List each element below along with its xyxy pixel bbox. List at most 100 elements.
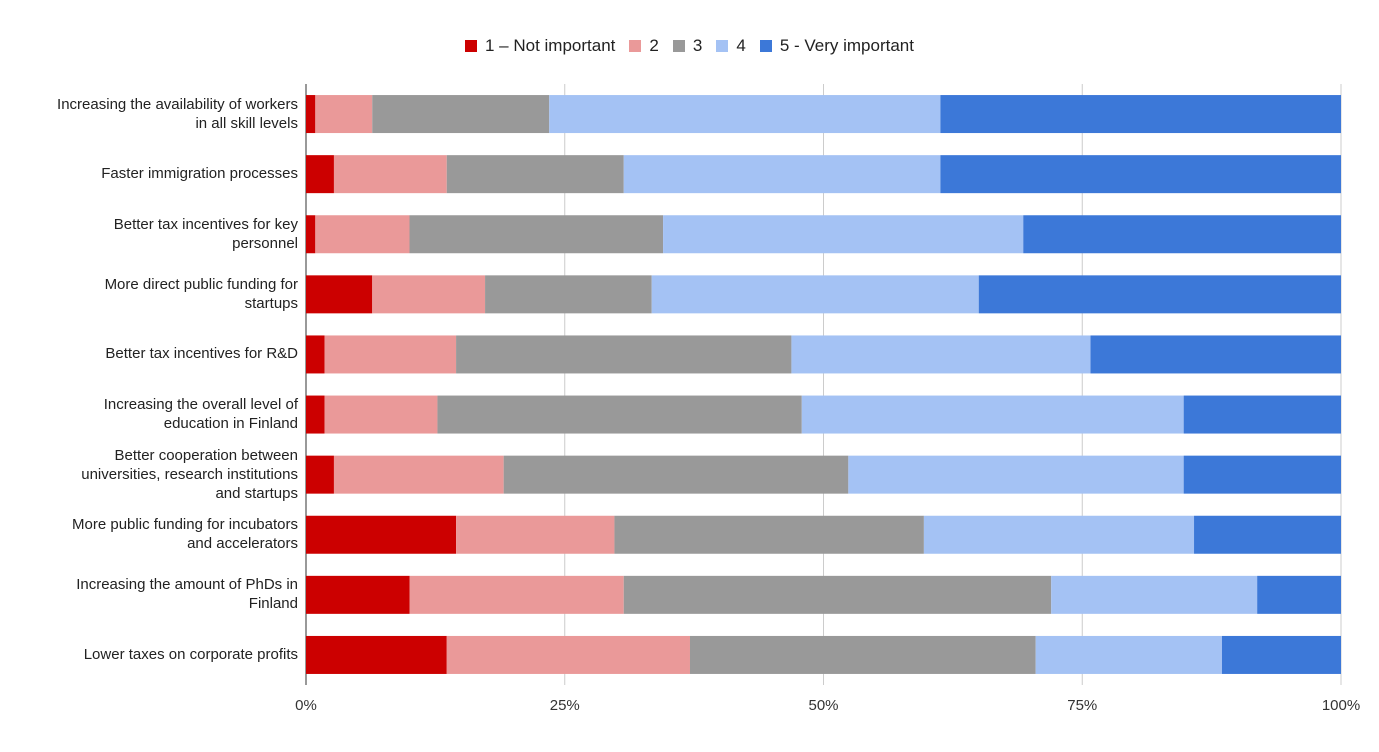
bar-segment — [1183, 455, 1341, 494]
chart-legend: 1 – Not important 2 3 4 5 - Very important — [0, 36, 1379, 56]
bar-segment — [324, 335, 457, 374]
category-label-line: universities, research institutions — [81, 465, 298, 483]
bar-segment — [372, 95, 550, 134]
bar-segment — [923, 515, 1195, 554]
bar-segment — [1023, 215, 1341, 254]
bar-segment — [456, 335, 792, 374]
category-label-line: More public funding for incubators — [72, 516, 298, 534]
bar-segment — [315, 215, 410, 254]
bar-segment — [689, 635, 1036, 674]
bar-segment — [651, 275, 979, 314]
bar-segment — [623, 575, 1052, 614]
category-label: Better tax incentives for R&D — [8, 344, 298, 363]
legend-item: 4 — [716, 36, 746, 56]
bar-segment — [1035, 635, 1222, 674]
category-label-line: and startups — [215, 484, 298, 502]
bar-segment — [372, 275, 486, 314]
bar-segment — [446, 635, 690, 674]
bar-segment — [306, 575, 410, 614]
category-label: Faster immigration processes — [8, 164, 298, 183]
legend-swatch — [759, 40, 772, 52]
bar-segment — [549, 95, 941, 134]
bar-segment — [306, 275, 373, 314]
legend-item: 1 – Not important — [465, 36, 615, 56]
bar-segment — [1090, 335, 1341, 374]
bar-segment — [791, 335, 1091, 374]
bar-segment — [333, 455, 504, 494]
x-tick-label: 75% — [1067, 697, 1098, 714]
bar-segment — [446, 155, 624, 194]
bar-segment — [306, 95, 316, 134]
bar-segment — [1257, 575, 1341, 614]
legend-label: 3 — [692, 36, 703, 55]
bar-segment — [940, 95, 1341, 134]
bar-segment — [437, 395, 802, 434]
category-label-line: Increasing the amount of PhDs in — [76, 576, 298, 594]
bar-segment — [306, 215, 316, 254]
legend-swatch — [629, 40, 642, 52]
legend-item: 3 — [672, 36, 703, 56]
category-label: Increasing the amount of PhDs in Finland — [8, 575, 298, 613]
bar-segment — [623, 155, 941, 194]
bar-segment — [1221, 635, 1341, 674]
bar-segment — [409, 575, 624, 614]
bar-segment — [409, 215, 664, 254]
x-tick-label: 50% — [808, 697, 839, 714]
category-label-line: Better cooperation between — [114, 446, 298, 464]
category-label-line: startups — [244, 294, 298, 312]
category-label-line: Better tax incentives for R&D — [105, 345, 298, 363]
legend-item: 2 — [629, 36, 659, 56]
category-label-line: Increasing the availability of workers — [57, 95, 298, 113]
bar-segment — [456, 515, 615, 554]
bar-segment — [663, 215, 1024, 254]
category-label: Increasing the availability of workers in… — [8, 95, 298, 133]
legend-label: 1 – Not important — [485, 36, 616, 55]
category-label-line: Lower taxes on corporate profits — [83, 645, 298, 663]
category-label: Increasing the overall level of education… — [8, 395, 298, 433]
x-tick-label: 25% — [549, 697, 580, 714]
x-tick-label: 100% — [1321, 697, 1361, 714]
bar-segment — [940, 155, 1341, 194]
bar-segment — [485, 275, 652, 314]
bar-segment — [324, 395, 438, 434]
category-label: Better tax incentives for key personnel — [8, 215, 298, 253]
bar-segment — [614, 515, 924, 554]
bar-segment — [1183, 395, 1341, 434]
legend-label: 2 — [649, 36, 659, 55]
bar-segment — [315, 95, 373, 134]
category-label: More direct public funding for startups — [8, 275, 298, 313]
bar-segment — [333, 155, 447, 194]
x-tick-label: 0% — [295, 697, 317, 714]
category-label-line: Faster immigration processes — [101, 165, 298, 183]
category-label-line: personnel — [232, 234, 298, 252]
bar-segment — [306, 455, 334, 494]
bar-segment — [801, 395, 1184, 434]
bar-segment — [306, 155, 334, 194]
bar-segment — [306, 515, 457, 554]
category-label-line: Better tax incentives for key — [113, 215, 298, 233]
category-label-line: Finland — [248, 595, 298, 613]
category-label-line: and accelerators — [187, 535, 298, 553]
category-label-line: in all skill levels — [195, 114, 298, 132]
category-label-line: More direct public funding for — [104, 275, 298, 293]
bar-segment — [848, 455, 1184, 494]
legend-swatch — [716, 40, 729, 52]
category-label-line: education in Finland — [163, 415, 298, 433]
legend-label: 5 - Very important — [779, 36, 914, 55]
category-label: Lower taxes on corporate profits — [8, 645, 298, 664]
bar-segment — [306, 335, 325, 374]
legend-label: 4 — [736, 36, 746, 55]
category-label-line: Increasing the overall level of — [103, 396, 298, 414]
category-label: Better cooperation between universities, … — [8, 446, 298, 503]
legend-swatch — [465, 40, 477, 52]
bar-segment — [306, 395, 325, 434]
bar-segment — [503, 455, 849, 494]
bar-segment — [978, 275, 1341, 314]
bar-segment — [1194, 515, 1341, 554]
legend-item: 5 - Very important — [759, 36, 914, 56]
bar-segment — [1051, 575, 1258, 614]
bar-segment — [306, 635, 447, 674]
category-label: More public funding for incubators and ac… — [8, 515, 298, 553]
legend-swatch — [672, 40, 685, 52]
